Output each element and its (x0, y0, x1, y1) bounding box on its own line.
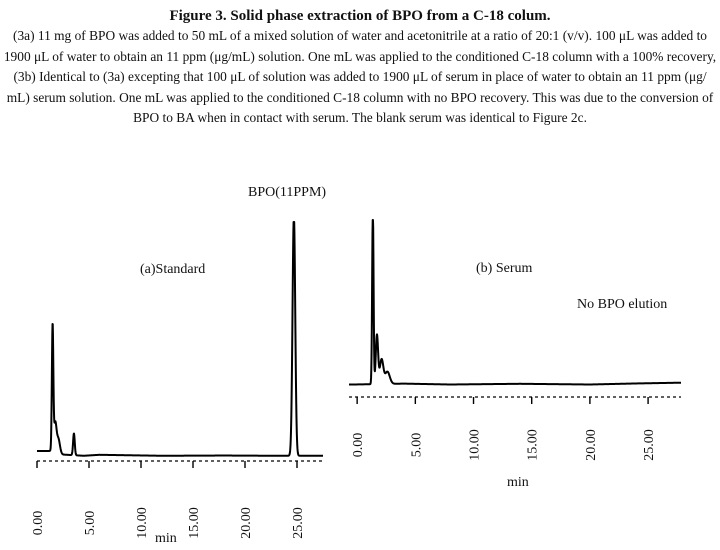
panel-a-standard: (a)Standard BPO(11PPM) min 0.00 5.00 10.00… (31, 185, 326, 546)
x-tick-label: 5.00 (409, 433, 424, 458)
panel-b-label: (b) Serum (476, 261, 532, 276)
x-tick-label: 25.00 (291, 507, 306, 539)
x-tick-label: 20.00 (239, 507, 254, 539)
x-tick-label: 0.00 (31, 511, 46, 536)
chromatogram-trace (348, 219, 682, 386)
x-tick-label: 25.00 (642, 429, 657, 461)
panel-b-serum: (b) Serum No BPO elution min 0.00 5.00 10.… (348, 219, 682, 490)
x-tick-label: 5.00 (83, 511, 98, 536)
x-tick-label: 10.00 (135, 507, 150, 539)
no-elution-annotation: No BPO elution (577, 297, 667, 312)
peak-label-bpo: BPO(11PPM) (248, 185, 326, 200)
caption-line: BPO to BA when in contact with serum. Th… (133, 110, 587, 126)
figure-title: Figure 3. Solid phase extraction of BPO … (169, 8, 551, 24)
x-tick-label: 0.00 (351, 433, 366, 458)
panel-a-x-axis-label: min (155, 531, 177, 546)
caption-body: (3a) 11 mg of BPO was added to 50 mL of … (0, 26, 720, 129)
x-tick-label: 20.00 (584, 429, 599, 461)
panel-b-x-axis-label: min (507, 475, 529, 490)
x-tick-label: 15.00 (526, 429, 541, 461)
x-tick-label: 15.00 (187, 507, 202, 539)
chromatogram-trace (36, 221, 324, 457)
caption-line: (3a) 11 mg of BPO was added to 50 mL of … (12, 28, 708, 43)
panel-a-label: (a)Standard (140, 262, 205, 277)
figure-caption: Figure 3. Solid phase extraction of BPO … (0, 6, 720, 129)
caption-line: mL) serum solution. One mL was applied t… (6, 89, 714, 105)
caption-line: (3b) Identical to (3a) excepting that 10… (13, 69, 707, 85)
x-tick-label: 10.00 (468, 429, 483, 461)
caption-line: 1900 μL of water to obtain an 11 ppm (μg… (3, 48, 717, 64)
